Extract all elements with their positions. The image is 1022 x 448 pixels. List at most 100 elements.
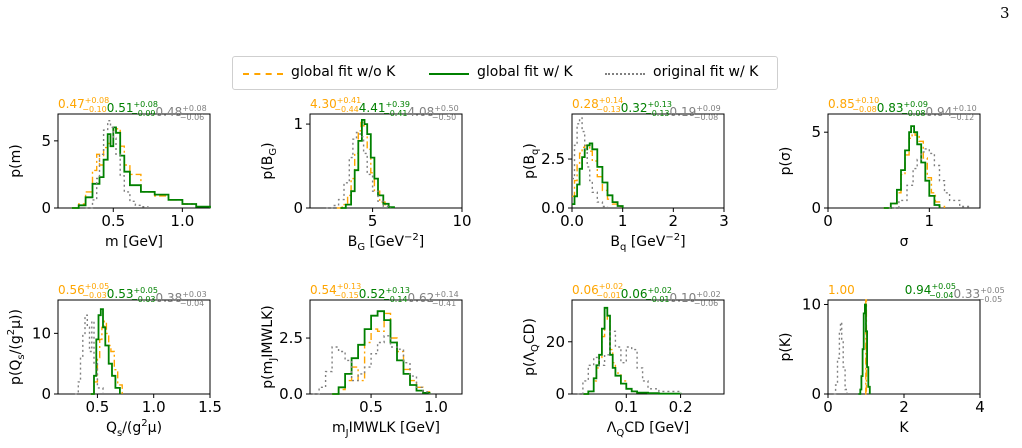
y-tick-label: 2.5 — [279, 329, 303, 347]
y-axis-label: p(BG) — [260, 142, 279, 179]
y-tick-label: 10 — [802, 295, 821, 313]
series-line — [858, 303, 871, 395]
x-tick-label: 1.0 — [142, 398, 166, 416]
x-tick-label: 0 — [823, 398, 833, 416]
chart-panel: 0.5 1.0 0 5 m [GeV] p(m) 0.47+0.08 −0.100.51+0.… — [8, 96, 211, 250]
axes-frame — [309, 299, 463, 395]
x-tick-label: 4 — [975, 398, 985, 416]
y-tick-label: 0 — [41, 385, 51, 403]
x-tick-label: 0.5 — [101, 212, 125, 230]
y-tick-label: 0.0 — [279, 385, 303, 403]
series-line — [833, 321, 848, 395]
x-tick-label: 0 — [823, 212, 833, 230]
fit-result-annotation: 1.00 0.94+0.05 −0.040.33+0.05 −0.05 — [828, 282, 1005, 304]
chart-panel: 0.5 1.0 0.0 2.5 mJIMWLK [GeV] p(mJIMWLK) 0.54+… — [260, 282, 463, 439]
series-line — [71, 126, 211, 209]
legend-label: global fit w/ K — [477, 64, 573, 80]
x-tick-label: 3 — [719, 212, 729, 230]
x-tick-label: 1.0 — [170, 212, 194, 230]
x-tick-label: 2 — [899, 398, 909, 416]
series-line — [582, 312, 682, 395]
axes-frame — [309, 113, 463, 209]
x-tick-label: 2 — [669, 212, 679, 230]
y-tick-label: 0 — [41, 199, 51, 217]
y-tick-label: 0 — [293, 199, 303, 217]
legend-label: original fit w/ K — [653, 64, 759, 80]
x-tick-label: 1 — [618, 212, 628, 230]
x-axis-label: Qs/(g2μ) — [106, 418, 162, 439]
chart-panel: 0 1 0 5 σ p(σ) 0.85+0.10 −0.080.83+0.09 −0.080.9… — [778, 96, 981, 250]
x-axis-label: Bq [GeV−2] — [610, 232, 685, 253]
fit-result-annotation: 0.06+0.02 −0.010.06+0.02 −0.010.10+0.02 −0.… — [572, 282, 721, 308]
series-line — [90, 320, 123, 395]
y-axis-label: p(mJIMWLK) — [260, 305, 279, 388]
series-line — [85, 120, 149, 209]
fit-result-annotation: 0.54+0.13 −0.150.52+0.13 −0.140.62+0.14 −0.… — [310, 282, 459, 308]
series-line — [577, 330, 682, 395]
x-tick-label: 1.0 — [424, 398, 448, 416]
y-axis-label: p(Qs/(g2μ)) — [6, 309, 27, 385]
y-tick-label: 0 — [555, 385, 565, 403]
x-tick-label: 5 — [368, 212, 378, 230]
x-tick-label: 0.0 — [560, 212, 584, 230]
series-line — [572, 117, 609, 208]
fit-result-annotation: 0.47+0.08 −0.100.51+0.08 −0.090.48+0.08 −0.… — [58, 96, 207, 122]
x-tick-label: 0.5 — [359, 398, 383, 416]
series-line — [572, 142, 624, 208]
x-axis-label: m [GeV] — [105, 234, 163, 250]
axes-frame — [571, 113, 725, 209]
chart-panel: 5 10 0 1 BG [GeV−2] p(BG) 4.30+0.41 −0.444.41+0… — [260, 96, 472, 253]
y-tick-label: 1 — [293, 115, 303, 133]
y-tick-label: 0 — [811, 385, 821, 403]
y-tick-label: 5 — [41, 132, 51, 150]
x-tick-label: 0.5 — [85, 398, 109, 416]
y-tick-label: 10 — [32, 324, 51, 342]
legend: global fit w/o K global fit w/ K origina… — [232, 56, 778, 90]
series-line — [332, 312, 431, 395]
x-tick-label: 10 — [452, 212, 471, 230]
x-axis-label: mJIMWLK [GeV] — [332, 420, 440, 439]
series-line — [883, 125, 941, 209]
series-line — [332, 310, 431, 395]
page-number: 3 — [1000, 4, 1010, 22]
legend-swatch-green — [429, 73, 469, 75]
legend-swatch-orange — [243, 73, 283, 75]
series-line — [883, 131, 946, 209]
x-axis-label: ΛQCD [GeV] — [607, 420, 689, 439]
y-tick-label: 0 — [811, 199, 821, 217]
series-line — [582, 306, 682, 395]
legend-swatch-gray — [605, 73, 645, 75]
x-axis-label: BG [GeV−2] — [348, 232, 425, 253]
chart-panel: 0.1 0.2 0 20 ΛQCD [GeV] p(ΛQCD) 0.06+0.02 −0.01… — [522, 282, 725, 439]
y-tick-label: 5 — [811, 123, 821, 141]
series-line — [340, 119, 395, 209]
y-tick-label: 2.5 — [541, 150, 565, 168]
fit-result-annotation: 0.56+0.05 −0.030.53+0.05 −0.030.38+0.03 −0.… — [58, 282, 207, 308]
series-line — [74, 314, 104, 395]
series-line — [90, 308, 121, 395]
fit-result-annotation: 4.30+0.41 −0.444.41+0.39 −0.414.08+0.50 −0.… — [310, 96, 459, 122]
series-line — [312, 335, 431, 395]
legend-label: global fit w/o K — [291, 64, 396, 80]
y-axis-label: p(K) — [778, 333, 794, 362]
x-axis-label: σ — [900, 234, 909, 250]
axes-frame — [57, 299, 211, 395]
y-axis-label: p(ΛQCD) — [522, 318, 541, 376]
fit-result-annotation: 0.28+0.14 −0.130.32+0.13 −0.130.19+0.09 −0.… — [572, 96, 721, 122]
y-axis-label: p(m) — [8, 144, 24, 177]
x-tick-label: 1.5 — [198, 398, 222, 416]
axes-frame — [827, 113, 981, 209]
axes-frame — [827, 299, 981, 395]
axes-frame — [57, 113, 211, 209]
y-tick-label: 20 — [546, 333, 565, 351]
y-axis-label: p(σ) — [778, 147, 794, 176]
chart-panel: 0 2 4 0 10 Kp(K) 1.00 0.94+0.05 −0.040.33+0.05 −0… — [778, 282, 1005, 436]
chart-panel: 0.0 1 2 3 0.0 2.5 Bq [GeV−2] p(Bq) 0.28+0.14 −0.1… — [522, 96, 729, 253]
chart-panel: 0.5 1.0 1.5 0 10 Qs/(g2μ) p(Qs/(g2μ)) 0.56+0.05… — [6, 282, 222, 439]
fit-result-annotation: 0.85+0.10 −0.080.83+0.09 −0.080.94+0.10 −0.… — [828, 96, 977, 122]
x-tick-label: 1 — [925, 212, 935, 230]
y-axis-label: p(Bq) — [522, 143, 541, 179]
y-tick-label: 0.0 — [541, 199, 565, 217]
axes-frame — [571, 299, 725, 395]
